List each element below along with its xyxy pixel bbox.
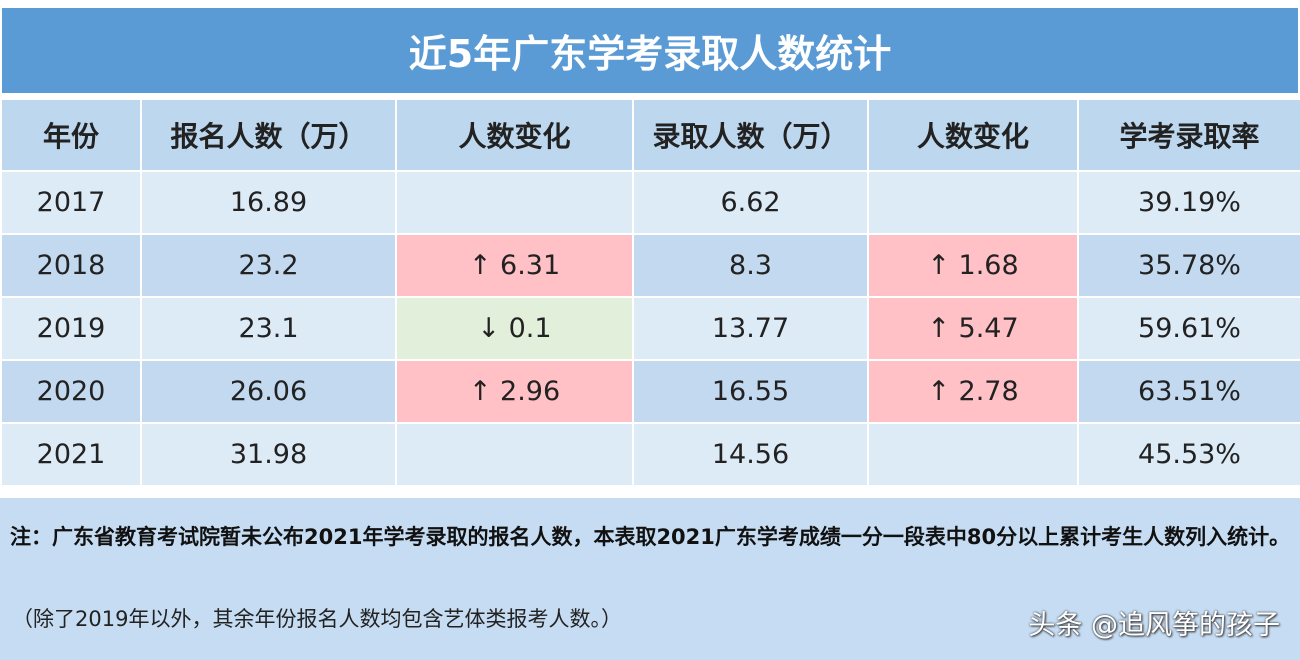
year-cell: 2018 [0, 233, 142, 298]
admitted-change-cell [867, 170, 1079, 235]
year-cell: 2021 [0, 422, 142, 487]
year-cell: 2020 [0, 359, 142, 424]
table-row: 2021 31.98 14.56 45.53% [0, 422, 1300, 487]
applicants-cell: 31.98 [140, 422, 397, 487]
applicants-cell: 23.1 [140, 296, 397, 361]
table-row: 2017 16.89 6.62 39.19% [0, 170, 1300, 235]
applicant-change-cell: ↓ 0.1 [395, 296, 634, 361]
header-row: 年份 报名人数（万） 人数变化 录取人数（万） 人数变化 学考录取率 [0, 98, 1300, 172]
applicant-change-cell [395, 422, 634, 487]
year-cell: 2017 [0, 170, 142, 235]
applicant-change-cell [395, 170, 634, 235]
rate-cell: 39.19% [1077, 170, 1300, 235]
admitted-change-cell: ↑ 1.68 [867, 233, 1079, 298]
applicant-change-cell: ↑ 6.31 [395, 233, 634, 298]
admitted-cell: 8.3 [632, 233, 869, 298]
applicant-change-cell: ↑ 2.96 [395, 359, 634, 424]
footnote: 注：广东省教育考试院暂未公布2021年学考录取的报名人数，本表取2021广东学考… [0, 498, 1300, 660]
table-row: 2020 26.06 ↑ 2.96 16.55 ↑ 2.78 63.51% [0, 359, 1300, 424]
admitted-cell: 16.55 [632, 359, 869, 424]
rate-cell: 59.61% [1077, 296, 1300, 361]
table-row: 2018 23.2 ↑ 6.31 8.3 ↑ 1.68 35.78% [0, 233, 1300, 298]
admitted-change-cell: ↑ 5.47 [867, 296, 1079, 361]
header-year: 年份 [0, 98, 142, 172]
admitted-cell: 14.56 [632, 422, 869, 487]
footnote-sub: （除了2019年以外，其余年份报名人数均包含艺体类报考人数。） [12, 607, 622, 631]
table-row: 2019 23.1 ↓ 0.1 13.77 ↑ 5.47 59.61% [0, 296, 1300, 361]
rate-cell: 45.53% [1077, 422, 1300, 487]
watermark: 头条 @追风筝的孩子 [1028, 610, 1280, 641]
header-rate: 学考录取率 [1077, 98, 1300, 172]
header-admitted: 录取人数（万） [632, 98, 869, 172]
applicants-cell: 26.06 [140, 359, 397, 424]
admitted-cell: 13.77 [632, 296, 869, 361]
header-admitted-change: 人数变化 [867, 98, 1079, 172]
applicants-cell: 23.2 [140, 233, 397, 298]
applicants-cell: 16.89 [140, 170, 397, 235]
footnote-main: 注：广东省教育考试院暂未公布2021年学考录取的报名人数，本表取2021广东学考… [10, 525, 1291, 549]
admission-stats-table: 年份 报名人数（万） 人数变化 录取人数（万） 人数变化 学考录取率 2017 1… [0, 98, 1300, 487]
admitted-change-cell: ↑ 2.78 [867, 359, 1079, 424]
rate-cell: 63.51% [1077, 359, 1300, 424]
year-cell: 2019 [0, 296, 142, 361]
header-applicant-change: 人数变化 [395, 98, 634, 172]
table-title: 近5年广东学考录取人数统计 [2, 8, 1298, 93]
header-applicants: 报名人数（万） [140, 98, 397, 172]
admitted-change-cell [867, 422, 1079, 487]
rate-cell: 35.78% [1077, 233, 1300, 298]
admitted-cell: 6.62 [632, 170, 869, 235]
